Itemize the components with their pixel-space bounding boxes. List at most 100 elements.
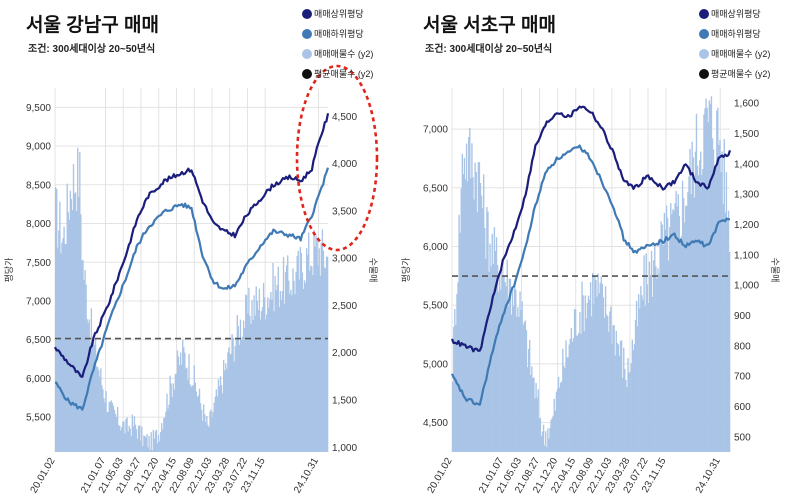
listings-bar [127, 431, 129, 452]
listings-bar [226, 368, 228, 452]
listings-bar [279, 291, 282, 452]
listings-bar [504, 282, 506, 452]
legend-item-listings: 매매매물수 (y2) [302, 44, 373, 64]
listings-bar [594, 275, 596, 452]
listings-bar [281, 290, 284, 452]
listings-bar [726, 218, 729, 452]
listings-bar [218, 386, 221, 452]
listings-bar [559, 382, 562, 452]
listings-bar [305, 248, 308, 452]
listings-bar [675, 190, 677, 452]
listings-bar [118, 425, 120, 452]
listings-bar [280, 300, 283, 452]
listings-bar [99, 376, 101, 452]
listings-bar [661, 224, 663, 452]
legend-item-lower: 매매하위평당 [302, 24, 373, 44]
listings-bar [126, 417, 128, 452]
seocho-chart: 4,500 5,000 5,500 6,000 6,500 7,000 500 600 700 8… [401, 88, 780, 496]
lower-price-line [450, 144, 731, 406]
listings-bar [325, 256, 328, 452]
listings-bar [620, 340, 623, 452]
listings-bar [121, 427, 123, 452]
listings-bar [711, 138, 714, 452]
listings-bar [208, 427, 210, 452]
listings-bar [580, 333, 582, 452]
listings-bar [703, 114, 705, 452]
listings-bar [657, 268, 659, 452]
listings-bar [254, 315, 256, 452]
listings-bar [514, 283, 516, 452]
listings-bar [107, 411, 109, 452]
listings-bar [670, 203, 672, 452]
listings-bar [225, 363, 227, 452]
listings-bar [203, 404, 205, 452]
listings-bar [491, 233, 493, 452]
listings-bar [270, 291, 272, 452]
listings-bar [496, 265, 499, 452]
listings-bar [624, 368, 626, 452]
listings-bar [463, 157, 466, 452]
listings-bar [211, 417, 213, 452]
listings-bar [662, 245, 665, 452]
listings-bar [76, 210, 78, 452]
listings-bar [599, 282, 601, 452]
listings-bar [82, 259, 84, 452]
listings-bar [313, 230, 315, 452]
listings-bar [526, 367, 529, 452]
listings-bar [189, 384, 191, 452]
listings-bar [460, 188, 462, 452]
listings-bar [623, 347, 625, 452]
listings-bar [144, 436, 146, 452]
listings-bar [92, 338, 95, 452]
listings-bar [308, 232, 310, 452]
y-tick-label: 9,500 [26, 103, 51, 114]
listings-bar [55, 187, 57, 452]
listings-bar [551, 418, 553, 452]
listings-bar [719, 140, 721, 452]
listings-bar [505, 286, 507, 452]
listings-bar [190, 386, 192, 452]
listings-bar [518, 317, 520, 452]
listings-bar [56, 189, 58, 452]
listings-bar [184, 352, 186, 452]
x-tick-label: 20.01.02 [426, 456, 455, 496]
listings-bar [95, 366, 98, 452]
y2-tick-label: 900 [734, 311, 751, 322]
listings-bar [219, 376, 222, 452]
listings-bar [289, 293, 291, 452]
legend-label: 매매하위평당 [314, 29, 364, 39]
listings-bar [322, 250, 325, 452]
listings-bar [130, 436, 132, 452]
listings-bar [608, 331, 610, 452]
listings-bar [724, 212, 727, 452]
listings-bar [669, 227, 671, 452]
y-tick-label: 6,000 [423, 242, 448, 253]
listings-bar [268, 307, 270, 452]
listings-bar [183, 347, 185, 452]
listings-bar [288, 280, 290, 452]
listings-bar [93, 344, 96, 452]
listings-bar [487, 211, 489, 452]
listings-bar [576, 335, 578, 452]
listings-bar [241, 336, 244, 452]
listings-bar [119, 425, 121, 452]
listings-bar [186, 367, 188, 452]
listings-bar [616, 343, 619, 452]
listings-bar [149, 449, 151, 452]
listings-bar [231, 334, 233, 452]
listings-bar [519, 291, 521, 452]
listings-bar [71, 210, 74, 452]
legend-label: 매매매물수 (y2) [711, 49, 771, 59]
listings-bar [603, 317, 606, 452]
listings-bar [195, 391, 198, 452]
listings-bar [474, 162, 476, 453]
listings-bar [681, 180, 684, 452]
listings-bar [67, 212, 69, 452]
listings-bar [78, 197, 80, 452]
listings-bar [84, 270, 86, 452]
listings-bar [596, 296, 598, 452]
y2-tick-label: 2,000 [332, 348, 357, 359]
listings-bar [158, 441, 161, 452]
listings-bar [605, 314, 608, 452]
listings-bar [545, 431, 547, 452]
